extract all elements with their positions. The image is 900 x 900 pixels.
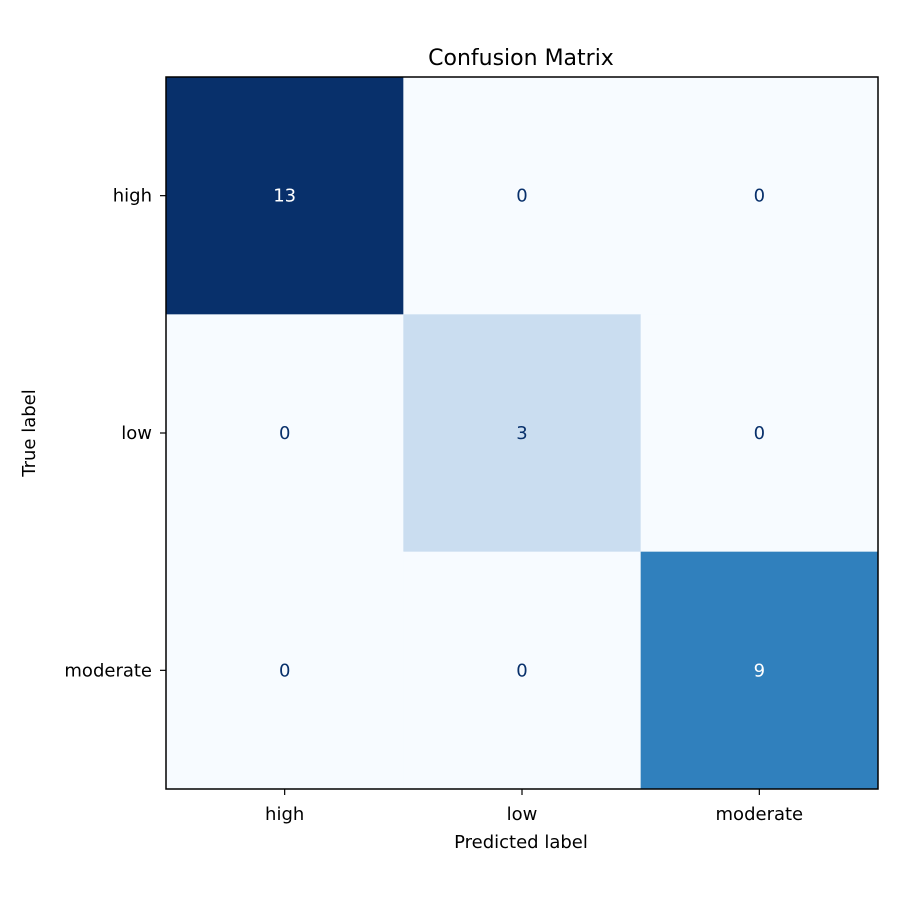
y-tick-label: moderate [64,660,152,681]
heatmap-cell [640,314,879,553]
cell-value-label: 9 [754,660,765,681]
cell-value-label: 0 [516,186,527,207]
heatmap-cell [403,77,642,315]
y-tick-label: low [121,423,152,444]
y-tick-label: high [113,186,152,207]
heatmap-cell-labels: 13 0 0 0 3 0 0 0 9 [273,186,765,682]
x-tick-label: moderate [716,804,804,825]
heatmap-cell [640,551,879,790]
cell-value-label: 0 [754,423,765,444]
cell-value-label: 3 [516,423,527,444]
cell-value-label: 0 [279,660,290,681]
heatmap-cells [166,77,879,790]
cell-value-label: 0 [754,186,765,207]
heatmap-cell [166,77,404,315]
heatmap-cell [403,314,642,553]
x-axis-label: Predicted label [454,832,588,853]
heatmap-cell [403,551,642,790]
x-tick-label: high [265,804,304,825]
heatmap-cell [166,314,404,553]
heatmap-cell [640,77,879,315]
chart-title: Confusion Matrix [428,46,614,71]
heatmap-cell [166,551,404,790]
cell-value-label: 0 [279,423,290,444]
cell-value-label: 13 [273,186,296,207]
cell-value-label: 0 [516,660,527,681]
plot-frame [165,76,879,790]
y-axis-label: True label [19,389,40,478]
x-tick-label: low [507,804,538,825]
y-axis-ticks: high low moderate [64,186,166,681]
x-axis-ticks: high low moderate [265,789,803,825]
